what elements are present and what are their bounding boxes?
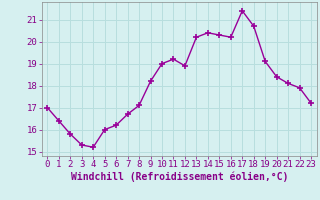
X-axis label: Windchill (Refroidissement éolien,°C): Windchill (Refroidissement éolien,°C) (70, 172, 288, 182)
